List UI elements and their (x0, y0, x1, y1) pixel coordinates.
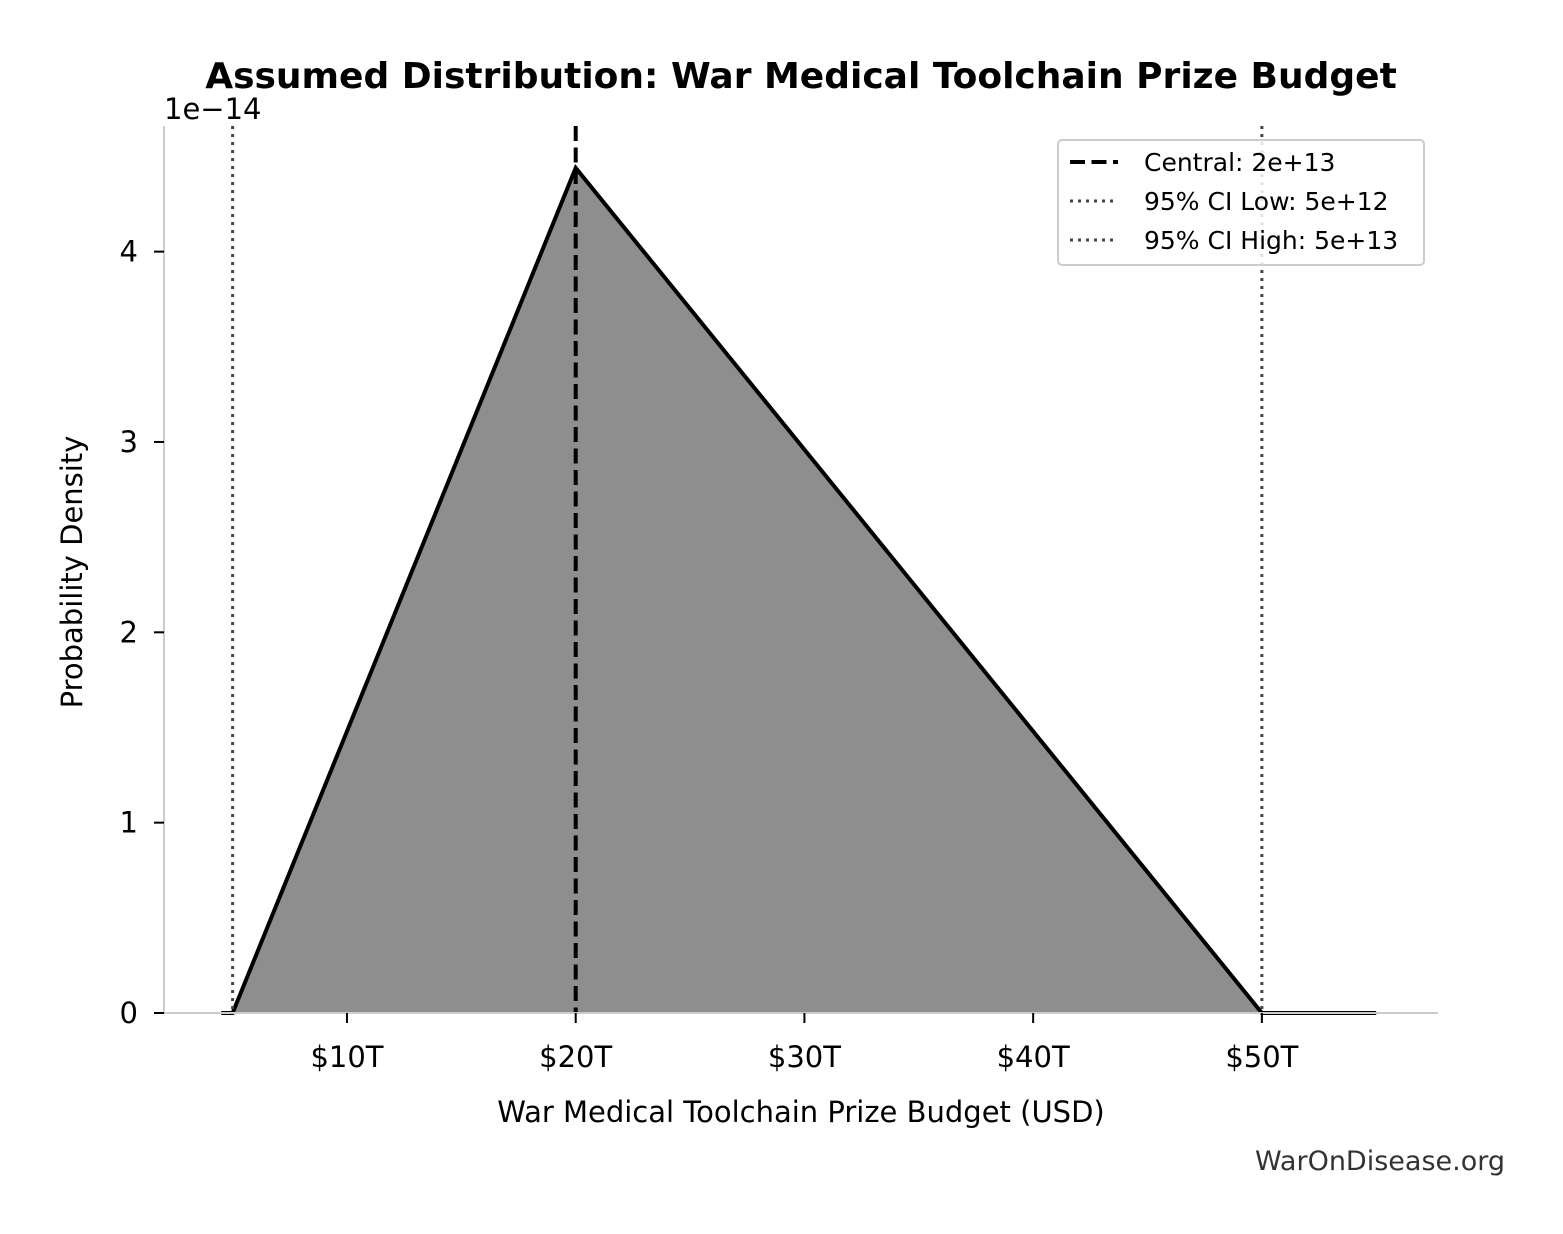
legend: Central: 2e+13 95% CI Low: 5e+12 95% CI Hi… (1057, 139, 1425, 266)
y-tick-label-4: 4 (120, 235, 138, 269)
y-offset-label: 1e−14 (164, 92, 262, 126)
axes: $10T $20T $30T $40T $50T 0 1 2 3 4 (120, 126, 1438, 1074)
x-tick-label-0: $10T (310, 1040, 383, 1074)
chart-title: Assumed Distribution: War Medical Toolch… (205, 56, 1397, 97)
legend-label-1: 95% CI Low: 5e+12 (1144, 187, 1389, 216)
x-tick-label-3: $40T (997, 1040, 1070, 1074)
legend-box (1057, 139, 1425, 266)
y-tick-label-0: 0 (120, 996, 138, 1030)
x-tick-label-1: $20T (539, 1040, 612, 1074)
y-axis-label: Probability Density (55, 436, 89, 709)
y-tick-label-2: 2 (120, 615, 138, 649)
legend-label-2: 95% CI High: 5e+13 (1144, 226, 1398, 255)
x-axis-label: War Medical Toolchain Prize Budget (USD) (497, 1095, 1105, 1129)
x-tick-label-4: $50T (1225, 1040, 1298, 1074)
x-tick-label-2: $30T (768, 1040, 841, 1074)
y-tick-label-1: 1 (120, 806, 138, 840)
density-area-0 (221, 167, 1377, 1013)
legend-label-0: Central: 2e+13 (1144, 148, 1335, 177)
y-tick-label-3: 3 (120, 425, 138, 459)
watermark: WarOnDisease.org (1255, 1146, 1505, 1177)
